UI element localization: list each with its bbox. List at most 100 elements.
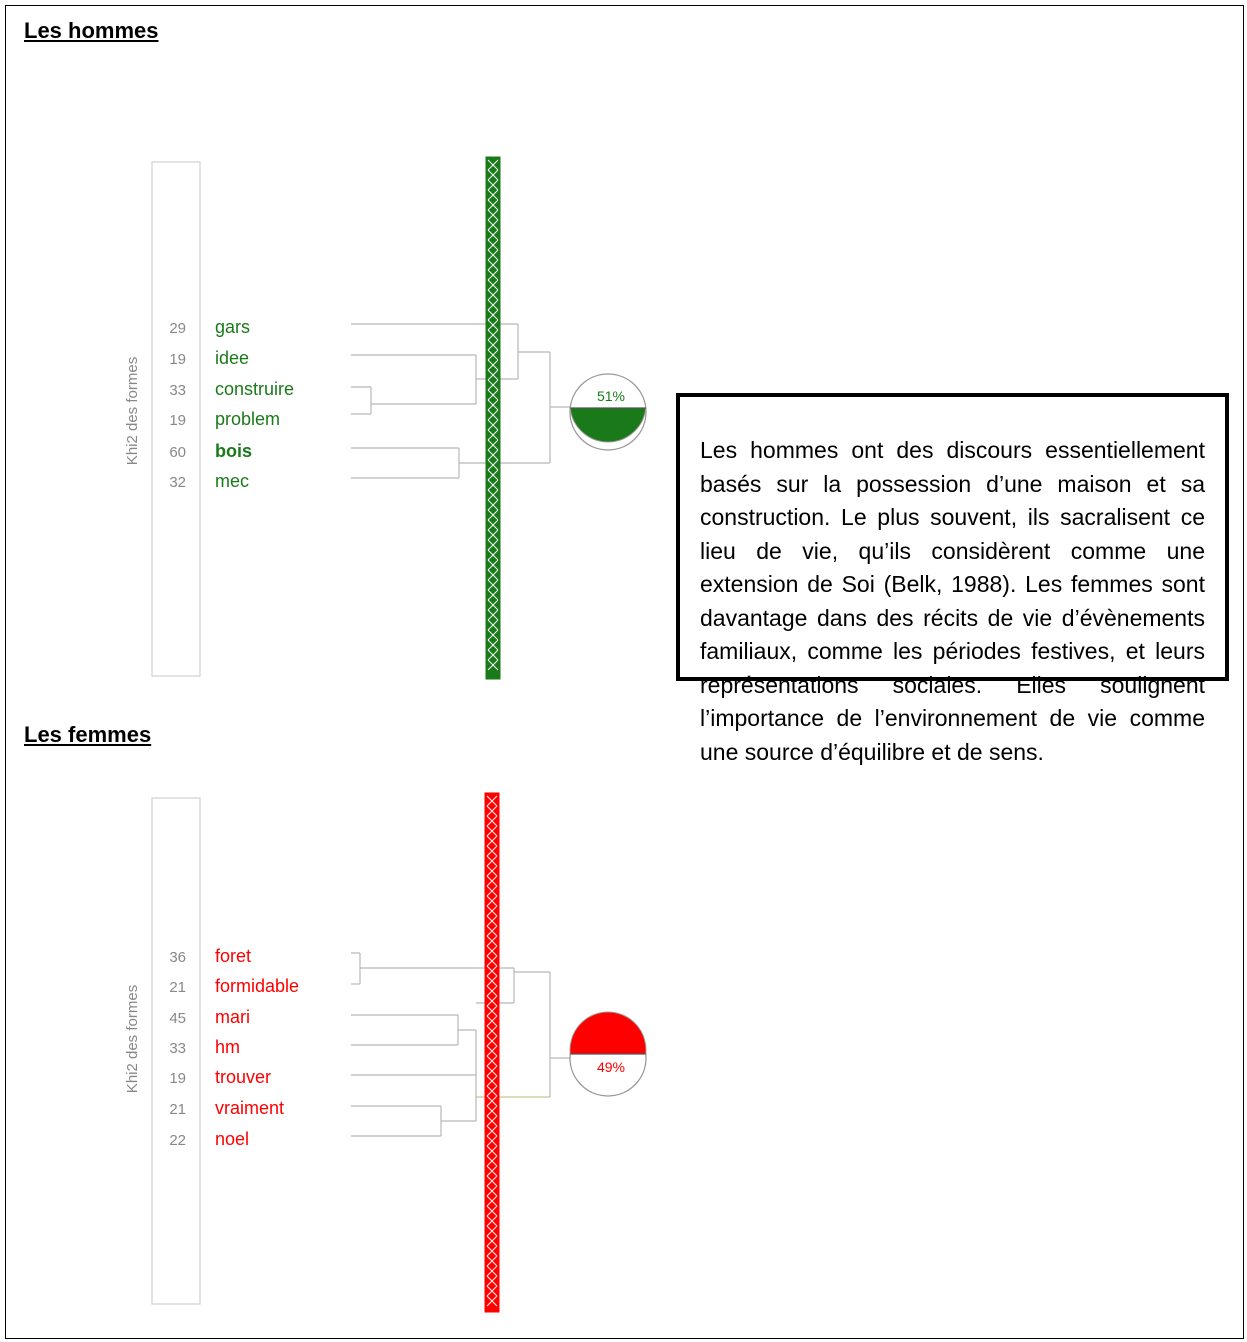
chi2-value: 19: [169, 412, 186, 429]
term-label: gars: [215, 317, 250, 337]
bar-hatch: [486, 1265, 498, 1277]
bar-hatch: [486, 1005, 498, 1017]
bar-hatch: [487, 179, 499, 191]
term-label: hm: [215, 1037, 240, 1057]
bar-hatch: [487, 629, 499, 641]
bar-hatch: [487, 659, 499, 671]
bar-hatch: [487, 499, 499, 511]
bar-hatch: [486, 1135, 498, 1147]
bar-hatch: [487, 539, 499, 551]
term-label: problem: [215, 409, 280, 429]
bar-hatch: [487, 329, 499, 341]
bar-hatch: [487, 259, 499, 271]
bar-hatch: [487, 619, 499, 631]
section-femmes-dendrogram: Khi2 des formes 36 foret 21 formidable 45 mari…: [124, 792, 647, 1313]
class-circle-fill: [569, 407, 647, 443]
page-frame: [5, 5, 1244, 1339]
bar-hatch: [487, 489, 499, 501]
bar-hatch: [487, 239, 499, 251]
bar-hatch: [487, 429, 499, 441]
bar-hatch: [486, 1245, 498, 1257]
bar-hatch: [486, 805, 498, 817]
bar-hatch: [486, 1215, 498, 1227]
bar-hatch: [486, 1275, 498, 1287]
bar-hatch: [487, 299, 499, 311]
bar-hatch: [487, 609, 499, 621]
bar-hatch: [486, 1085, 498, 1097]
axis-label: Khi2 des formes: [124, 357, 141, 465]
bar-hatch: [487, 199, 499, 211]
term-label: idee: [215, 348, 249, 368]
term-label: formidable: [215, 976, 299, 996]
bar-hatch: [486, 815, 498, 827]
bar-hatch: [487, 289, 499, 301]
bar-hatch: [486, 995, 498, 1007]
heading-femmes: Les femmes: [24, 722, 152, 747]
bar-hatch: [486, 955, 498, 967]
bar-hatch: [486, 925, 498, 937]
bar-hatch: [487, 389, 499, 401]
bar-hatch: [487, 399, 499, 411]
bar-hatch: [486, 935, 498, 947]
bar-hatch: [486, 1065, 498, 1077]
bar-hatch: [486, 865, 498, 877]
bar-hatch: [486, 1195, 498, 1207]
bar-hatch: [486, 895, 498, 907]
bar-hatch: [486, 1255, 498, 1267]
chi2-value: 29: [169, 320, 186, 337]
bar-hatch: [486, 845, 498, 857]
chi2-value: 33: [169, 1040, 186, 1057]
bar-hatch: [486, 1095, 498, 1107]
bar-hatch: [486, 1035, 498, 1047]
class-percent: 51%: [597, 388, 625, 404]
chi2-value: 60: [169, 444, 186, 461]
bar-hatch: [486, 1185, 498, 1197]
bar-hatch: [486, 1295, 498, 1307]
bar-hatch: [487, 569, 499, 581]
bar-hatch: [487, 169, 499, 181]
bar-hatch: [487, 479, 499, 491]
chi2-value: 19: [169, 351, 186, 368]
bar-hatch: [487, 269, 499, 281]
bar-hatch: [486, 855, 498, 867]
bar-hatch: [486, 1115, 498, 1127]
bar-hatch: [487, 319, 499, 331]
bar-hatch: [487, 349, 499, 361]
class-circle-fill: [569, 1011, 647, 1055]
chi2-value: 19: [169, 1070, 186, 1087]
bar-hatch: [487, 459, 499, 471]
bar-hatch: [486, 905, 498, 917]
bar-hatch: [486, 975, 498, 987]
chi2-panel: [151, 161, 201, 677]
chi2-value: 22: [169, 1132, 186, 1149]
bar-hatch: [486, 885, 498, 897]
term-label: noel: [215, 1129, 249, 1149]
bar-hatch: [486, 835, 498, 847]
bar-hatch: [486, 1055, 498, 1067]
term-label: mec: [215, 471, 249, 491]
chi2-value: 21: [169, 979, 186, 996]
bar-hatch: [487, 509, 499, 521]
summary-textbox: Les hommes ont des discours essentiellem…: [676, 393, 1229, 765]
bar-hatch: [487, 589, 499, 601]
bar-hatch: [486, 825, 498, 837]
bar-hatch: [486, 945, 498, 957]
bar-hatch: [486, 1105, 498, 1117]
bar-hatch: [487, 409, 499, 421]
bar-hatch: [486, 1125, 498, 1137]
bar-hatch: [486, 1025, 498, 1037]
bar-hatch: [486, 1045, 498, 1057]
term-label: vraiment: [215, 1098, 284, 1118]
bar-hatch: [486, 985, 498, 997]
term-label: construire: [215, 379, 294, 399]
bar-hatch: [486, 875, 498, 887]
bar-hatch: [487, 419, 499, 431]
chi2-value: 33: [169, 382, 186, 399]
bar-hatch: [487, 339, 499, 351]
bar-hatch: [486, 1015, 498, 1027]
bar-hatch: [486, 1205, 498, 1217]
class-bar: [484, 792, 500, 1313]
axis-label: Khi2 des formes: [124, 985, 141, 1093]
bar-hatch: [487, 529, 499, 541]
